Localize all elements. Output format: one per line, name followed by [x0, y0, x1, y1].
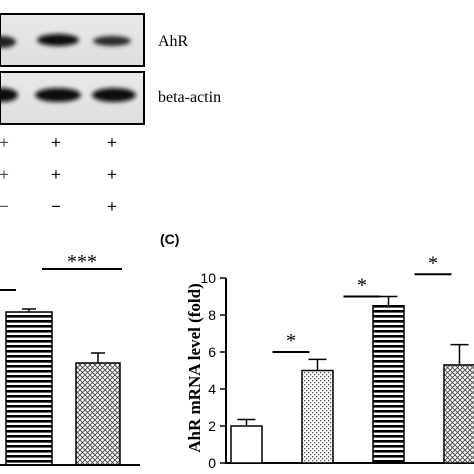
bars — [230, 295, 474, 464]
bar — [301, 369, 334, 464]
treatment-sign: + — [0, 165, 9, 184]
treatment-sign: + — [107, 165, 117, 184]
bar — [230, 425, 263, 464]
bar — [75, 362, 121, 466]
treatment-sign: + — [51, 133, 61, 152]
bar — [443, 364, 474, 464]
y-tick-label: 10 — [200, 270, 216, 286]
blot-label-ahr: AhR — [158, 33, 189, 50]
blot-label-actin: beta-actin — [158, 89, 221, 106]
treatment-sign: + — [107, 133, 117, 152]
sig-marker: *** — [67, 251, 97, 273]
panel-c-chart: AhR mRNA level (fold) 0 2 4 6 8 10 * * * — [185, 252, 474, 471]
blot-band-ahr-2 — [37, 34, 79, 46]
treatment-sign: − — [51, 197, 61, 216]
blot-band-actin-1 — [0, 88, 18, 102]
bar — [5, 311, 53, 466]
blot-band-ahr-3 — [93, 36, 131, 46]
sig-marker: * — [428, 252, 438, 274]
sig-marker: * — [357, 275, 367, 297]
y-tick-label: 4 — [208, 381, 216, 397]
y-axis: 0 2 4 6 8 10 — [200, 270, 474, 471]
treatment-sign: + — [51, 165, 61, 184]
panel-b-partial: *** — [0, 251, 140, 466]
blot-band-ahr-1 — [0, 36, 16, 48]
treatment-sign: − — [0, 197, 9, 216]
blot-band-actin-2 — [35, 88, 81, 102]
significance-markers: * * * — [272, 252, 452, 353]
panel-label-c: (C) — [160, 231, 179, 247]
y-axis-label: AhR mRNA level (fold) — [185, 283, 204, 453]
y-tick-label: 0 — [208, 455, 216, 471]
y-tick-label: 8 — [208, 307, 216, 323]
treatment-sign: + — [0, 133, 9, 152]
blot-band-actin-3 — [92, 88, 136, 102]
sig-marker: * — [286, 330, 296, 352]
y-tick-label: 2 — [208, 418, 216, 434]
western-blot: AhR beta-actin — [0, 13, 221, 125]
y-tick-label: 6 — [208, 344, 216, 360]
treatment-matrix: + + + + + + − − + — [0, 133, 117, 216]
bar — [372, 305, 405, 464]
treatment-sign: + — [107, 197, 117, 216]
